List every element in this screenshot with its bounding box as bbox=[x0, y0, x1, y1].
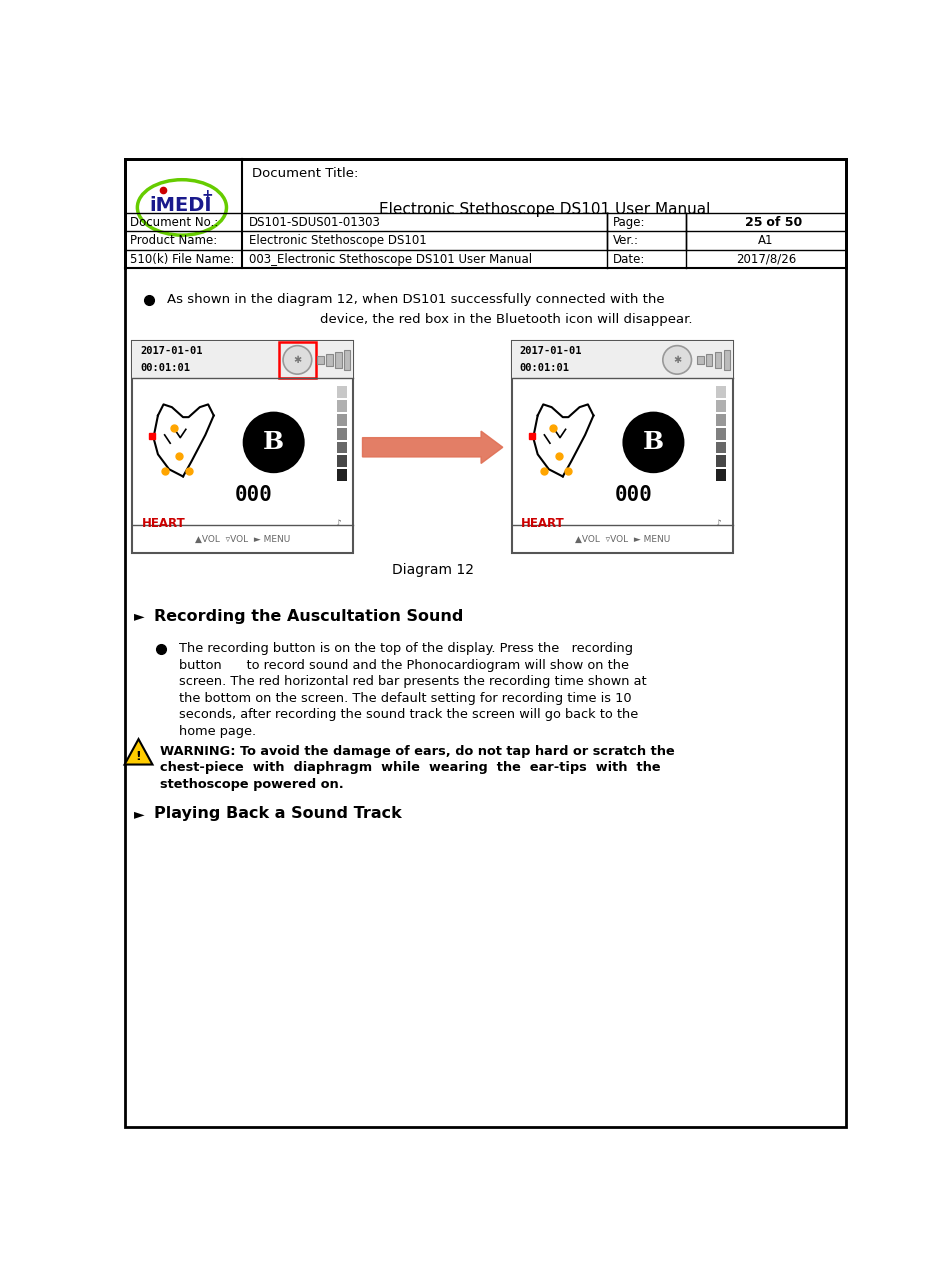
Text: Playing Back a Sound Track: Playing Back a Sound Track bbox=[154, 806, 402, 821]
FancyBboxPatch shape bbox=[716, 414, 726, 425]
Text: the bottom on the screen. The default setting for recording time is 10: the bottom on the screen. The default se… bbox=[179, 691, 632, 705]
Text: ✱: ✱ bbox=[294, 355, 301, 365]
Text: ♪: ♪ bbox=[715, 519, 721, 528]
Polygon shape bbox=[125, 740, 152, 765]
Text: DS101-SDUS01-01303: DS101-SDUS01-01303 bbox=[248, 215, 381, 229]
Text: Electronic Stethoscope DS101 User Manual: Electronic Stethoscope DS101 User Manual bbox=[379, 202, 710, 218]
Text: button      to record sound and the Phonocardiogram will show on the: button to record sound and the Phonocard… bbox=[179, 658, 629, 672]
Text: Electronic Stethoscope DS101: Electronic Stethoscope DS101 bbox=[248, 234, 426, 247]
Text: 25: 25 bbox=[744, 215, 762, 229]
Ellipse shape bbox=[137, 179, 226, 236]
Text: As shown in the diagram 12, when DS101 successfully connected with the: As shown in the diagram 12, when DS101 s… bbox=[168, 293, 665, 307]
FancyBboxPatch shape bbox=[716, 386, 726, 398]
Text: ►: ► bbox=[134, 610, 145, 624]
FancyBboxPatch shape bbox=[706, 354, 712, 365]
FancyBboxPatch shape bbox=[336, 470, 347, 481]
Text: seconds, after recording the sound track the screen will go back to the: seconds, after recording the sound track… bbox=[179, 708, 638, 722]
FancyBboxPatch shape bbox=[716, 456, 726, 467]
Circle shape bbox=[242, 411, 305, 474]
Text: ♪: ♪ bbox=[335, 519, 341, 528]
Text: Date:: Date: bbox=[613, 252, 645, 266]
Text: ▲VOL  ▿VOL  ► MENU: ▲VOL ▿VOL ► MENU bbox=[195, 535, 291, 544]
FancyBboxPatch shape bbox=[326, 354, 332, 365]
FancyBboxPatch shape bbox=[336, 400, 347, 412]
Text: B: B bbox=[643, 430, 664, 454]
FancyBboxPatch shape bbox=[697, 356, 704, 364]
Text: ✱: ✱ bbox=[673, 355, 681, 365]
Text: +: + bbox=[202, 188, 213, 202]
Text: chest-piece  with  diaphragm  while  wearing  the  ear-tips  with  the: chest-piece with diaphragm while wearing… bbox=[160, 761, 661, 774]
Text: Diagram 12: Diagram 12 bbox=[392, 563, 474, 577]
Text: 2017-01-01: 2017-01-01 bbox=[520, 346, 582, 356]
Text: WARNING: To avoid the damage of ears, do not tap hard or scratch the: WARNING: To avoid the damage of ears, do… bbox=[160, 745, 675, 757]
Text: 003_Electronic Stethoscope DS101 User Manual: 003_Electronic Stethoscope DS101 User Ma… bbox=[248, 252, 531, 266]
FancyBboxPatch shape bbox=[336, 428, 347, 439]
FancyArrow shape bbox=[363, 432, 503, 463]
Text: of 50: of 50 bbox=[762, 215, 802, 229]
Text: 00:01:01: 00:01:01 bbox=[520, 363, 570, 373]
Text: HEART: HEART bbox=[522, 517, 565, 531]
Text: 510(k) File Name:: 510(k) File Name: bbox=[130, 252, 234, 266]
FancyBboxPatch shape bbox=[724, 350, 730, 369]
Circle shape bbox=[283, 346, 312, 374]
Text: 2017/8/26: 2017/8/26 bbox=[736, 252, 796, 266]
Text: ►: ► bbox=[134, 807, 145, 821]
Text: HEART: HEART bbox=[142, 517, 186, 531]
FancyBboxPatch shape bbox=[512, 341, 733, 378]
Text: iMEDI: iMEDI bbox=[149, 196, 211, 215]
FancyBboxPatch shape bbox=[715, 353, 722, 368]
Text: 2017-01-01: 2017-01-01 bbox=[140, 346, 203, 356]
Text: ▲VOL  ▿VOL  ► MENU: ▲VOL ▿VOL ► MENU bbox=[575, 535, 670, 544]
Text: device, the red box in the Bluetooth icon will disappear.: device, the red box in the Bluetooth ico… bbox=[320, 313, 693, 326]
Circle shape bbox=[663, 346, 691, 374]
FancyBboxPatch shape bbox=[716, 400, 726, 412]
Text: Document Title:: Document Title: bbox=[252, 167, 358, 179]
Text: screen. The red horizontal red bar presents the recording time shown at: screen. The red horizontal red bar prese… bbox=[179, 675, 647, 689]
Circle shape bbox=[622, 411, 685, 474]
FancyBboxPatch shape bbox=[336, 386, 347, 398]
Text: The recording button is on the top of the display. Press the   recording: The recording button is on the top of th… bbox=[179, 642, 633, 656]
Text: Product Name:: Product Name: bbox=[130, 234, 217, 247]
Text: home page.: home page. bbox=[179, 724, 256, 738]
FancyBboxPatch shape bbox=[317, 356, 324, 364]
FancyBboxPatch shape bbox=[336, 442, 347, 453]
FancyBboxPatch shape bbox=[133, 341, 353, 554]
FancyBboxPatch shape bbox=[125, 159, 846, 1127]
FancyBboxPatch shape bbox=[336, 414, 347, 425]
Text: B: B bbox=[263, 430, 284, 454]
FancyBboxPatch shape bbox=[335, 353, 342, 368]
FancyBboxPatch shape bbox=[716, 442, 726, 453]
Text: stethoscope powered on.: stethoscope powered on. bbox=[160, 778, 344, 791]
Text: !: ! bbox=[135, 750, 141, 764]
Text: Document No.:: Document No.: bbox=[130, 215, 218, 229]
Text: A1: A1 bbox=[759, 234, 774, 247]
FancyBboxPatch shape bbox=[336, 456, 347, 467]
FancyBboxPatch shape bbox=[716, 470, 726, 481]
Text: 000: 000 bbox=[615, 485, 652, 505]
Text: Recording the Auscultation Sound: Recording the Auscultation Sound bbox=[154, 608, 463, 624]
FancyBboxPatch shape bbox=[344, 350, 350, 369]
Text: Ver.:: Ver.: bbox=[613, 234, 639, 247]
Text: 000: 000 bbox=[235, 485, 273, 505]
Text: Page:: Page: bbox=[613, 215, 645, 229]
FancyBboxPatch shape bbox=[512, 341, 733, 554]
Text: 00:01:01: 00:01:01 bbox=[140, 363, 190, 373]
FancyBboxPatch shape bbox=[716, 428, 726, 439]
FancyBboxPatch shape bbox=[133, 341, 353, 378]
